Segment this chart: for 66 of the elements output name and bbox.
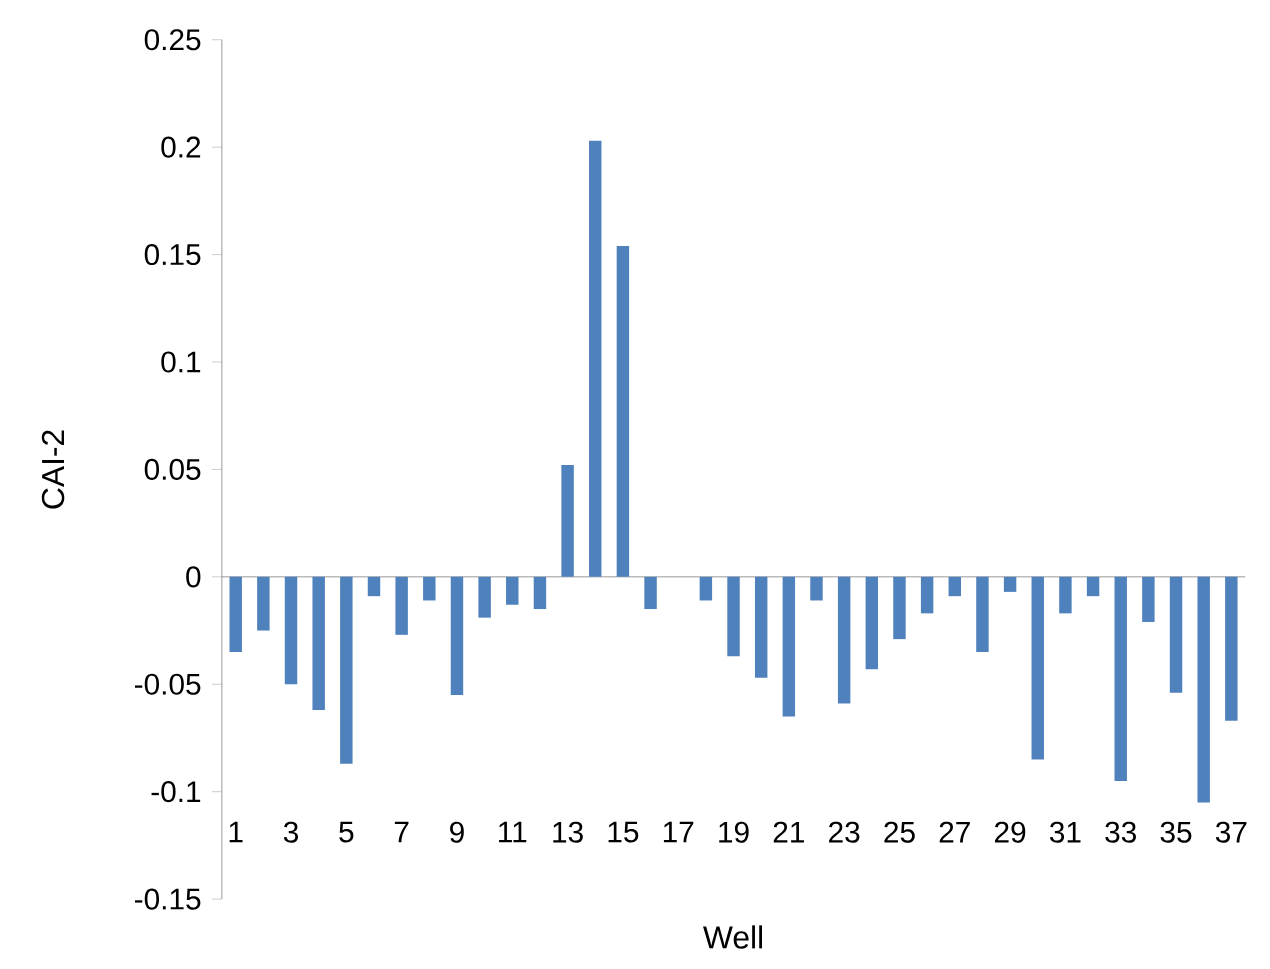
y-tick-label: 0.2 bbox=[161, 136, 201, 158]
bar bbox=[1031, 577, 1044, 760]
y-tick-label: -0.05 bbox=[134, 673, 201, 695]
bar bbox=[367, 577, 381, 597]
x-tick-label: 11 bbox=[499, 821, 527, 843]
bar bbox=[257, 577, 270, 631]
y-axis-title: CAI-2 bbox=[41, 430, 65, 509]
bar bbox=[1142, 577, 1155, 623]
bar bbox=[837, 577, 851, 704]
x-tick-label: 15 bbox=[608, 821, 639, 843]
x-tick-label: 19 bbox=[719, 821, 749, 843]
bar bbox=[1169, 577, 1183, 694]
y-tick-label: 0 bbox=[186, 566, 201, 588]
bar bbox=[976, 577, 989, 653]
y-tick-label: -0.15 bbox=[134, 888, 201, 910]
bar bbox=[450, 577, 464, 696]
y-tick-label: 0.25 bbox=[144, 29, 201, 51]
bar bbox=[810, 577, 823, 601]
bar bbox=[699, 577, 713, 601]
x-tick-label: 29 bbox=[995, 821, 1026, 843]
x-tick-label: 33 bbox=[1105, 821, 1136, 843]
bar bbox=[395, 577, 408, 636]
bar bbox=[754, 577, 768, 678]
x-tick-label: 27 bbox=[939, 821, 970, 843]
bar bbox=[561, 465, 574, 578]
bar bbox=[865, 577, 879, 670]
bar bbox=[312, 577, 325, 711]
x-tick-label: 5 bbox=[339, 821, 354, 843]
bar bbox=[423, 577, 436, 601]
bar bbox=[506, 577, 519, 605]
x-tick-label: 37 bbox=[1215, 821, 1247, 843]
bar bbox=[1197, 577, 1210, 803]
bar bbox=[1003, 577, 1017, 593]
bar bbox=[229, 577, 242, 653]
bar bbox=[1225, 577, 1238, 721]
bar bbox=[284, 577, 298, 685]
x-tick-label: 9 bbox=[450, 821, 464, 843]
y-tick-label: 0.05 bbox=[144, 459, 201, 481]
bar bbox=[948, 577, 961, 597]
bar bbox=[478, 577, 491, 618]
bar bbox=[893, 577, 906, 640]
bar bbox=[782, 577, 796, 717]
bar bbox=[616, 246, 630, 578]
x-tick-label: 21 bbox=[773, 821, 804, 843]
x-tick-label: 1 bbox=[229, 821, 243, 843]
bar bbox=[920, 577, 934, 614]
bar bbox=[727, 577, 740, 657]
y-tick-label: 0.15 bbox=[144, 244, 201, 266]
x-tick-label: 3 bbox=[283, 821, 298, 843]
x-tick-label: 13 bbox=[553, 821, 583, 843]
x-tick-label: 17 bbox=[663, 821, 694, 843]
bar bbox=[1059, 577, 1072, 614]
bar bbox=[589, 140, 602, 578]
x-tick-label: 35 bbox=[1160, 821, 1192, 843]
x-axis-title: Well bbox=[703, 925, 762, 949]
x-tick-label: 23 bbox=[829, 821, 860, 843]
x-tick-label: 25 bbox=[884, 821, 915, 843]
bar bbox=[644, 577, 657, 610]
y-tick-label: -0.1 bbox=[151, 781, 201, 803]
bar bbox=[533, 577, 547, 610]
x-tick-label: 31 bbox=[1049, 821, 1081, 843]
x-tick-label: 7 bbox=[394, 821, 409, 843]
bar bbox=[1114, 577, 1127, 782]
bar bbox=[340, 577, 353, 764]
bar bbox=[1086, 577, 1100, 597]
y-tick-label: 0.1 bbox=[161, 351, 201, 373]
